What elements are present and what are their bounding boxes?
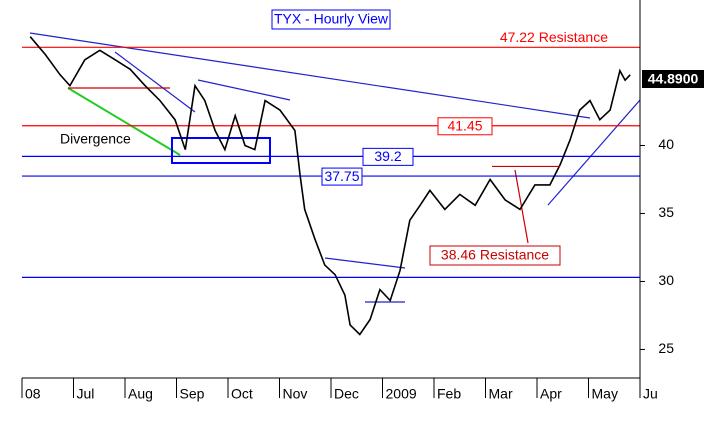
trendline [324,257,406,269]
divergence-label: Divergence [60,131,131,147]
level-box [362,147,414,166]
level-label: 37.75 [324,168,359,184]
x-tick-label: Oct [231,386,253,402]
trendline [197,79,291,101]
x-tick-label: 2009 [386,386,417,402]
last-price-label: 44.8900 [648,71,699,87]
x-tick-label: Apr [540,386,562,402]
plot [29,36,631,336]
resistance-label: 38.46 Resistance [441,247,549,263]
x-tick-label: 08 [25,386,41,402]
level-box [437,117,493,136]
x-tick-label: Dec [334,386,359,402]
x-tick-label: Mar [489,386,513,402]
level-box [321,167,363,186]
x-tick-label: Ju [643,386,658,402]
x-tick-label: Jul [77,386,95,402]
y-tick-label: 25 [658,340,674,356]
level-label: 47.22 Resistance [500,29,608,45]
trendline [114,51,196,113]
y-tick-label: 30 [658,272,674,288]
trendline [547,99,641,206]
chart-title: TYX - Hourly View [274,11,389,27]
highlight-box [171,137,271,164]
resistance-box [429,245,561,266]
y-tick-label: 35 [658,204,674,220]
last-price-box [642,69,704,88]
x-tick-label: Sep [180,386,205,402]
level-label: 41.45 [447,117,482,133]
title-box [271,9,391,30]
y-tick-label: 40 [658,136,674,152]
divergence-line [67,87,181,156]
x-tick-label: May [592,386,618,402]
x-tick-label: Aug [128,386,153,402]
price-line [29,36,631,336]
level-label: 39.2 [374,148,401,164]
x-tick-label: Feb [437,386,461,402]
x-tick-label: Nov [283,386,308,402]
